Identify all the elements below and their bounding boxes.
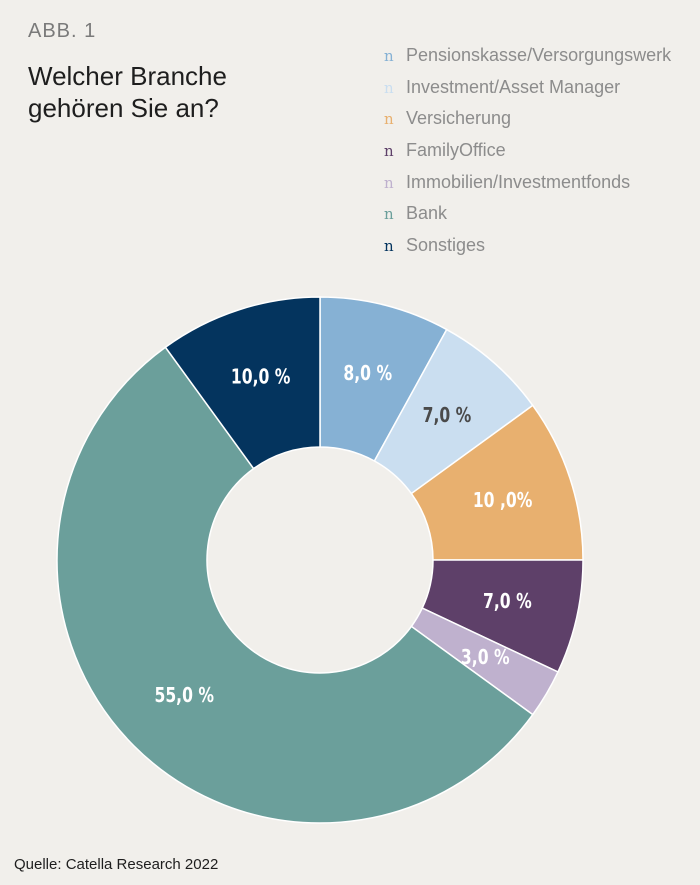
- legend-item: n Sonstiges: [384, 235, 671, 267]
- chart-title: Welcher Branche gehören Sie an?: [28, 61, 227, 123]
- legend-label: Pensionskasse/Versorgungswerk: [406, 45, 672, 65]
- legend-label: Immobilien/Investmentfonds: [406, 171, 631, 192]
- legend-item: n Bank: [384, 203, 671, 235]
- legend-item: n Investment/Asset Manager: [384, 77, 671, 109]
- legend-item: n Immobilien/Investmentfonds: [384, 172, 671, 204]
- donut-slice: [164, 296, 321, 470]
- data-label: 10,0 %: [231, 366, 291, 389]
- data-label: 7,0 %: [483, 590, 532, 613]
- legend-label: Investment/Asset Manager: [406, 76, 621, 97]
- legend-label: Versicherung: [406, 108, 512, 129]
- data-label: 7,0 %: [423, 404, 472, 427]
- legend-marker: n: [384, 173, 394, 192]
- figure-label: ABB. 1: [28, 20, 97, 42]
- legend-marker: n: [384, 78, 394, 97]
- legend-item: n Versicherung: [384, 108, 671, 140]
- legend-marker: n: [384, 110, 394, 129]
- legend-label: Sonstiges: [406, 235, 486, 256]
- legend-item: n FamilyOffice: [384, 140, 671, 172]
- data-label: 8,0 %: [343, 362, 392, 385]
- legend-label: FamilyOffice: [406, 140, 506, 161]
- donut-slice: [56, 346, 534, 824]
- legend-marker: n: [384, 205, 394, 224]
- legend-marker: n: [384, 237, 394, 256]
- legend-label: Bank: [406, 203, 448, 224]
- legend-item: n Pensionskasse/Versorgungswerk: [384, 45, 671, 77]
- legend-marker: n: [384, 142, 394, 161]
- data-label: 55,0 %: [154, 684, 214, 707]
- data-label: 3,0 %: [461, 646, 510, 669]
- legend: n Pensionskasse/Versorgungswerk n Investmen…: [384, 45, 671, 267]
- source-note: Quelle: Catella Research 2022: [14, 856, 219, 873]
- legend-marker: n: [384, 47, 394, 65]
- data-label: 10 ,0%: [473, 489, 533, 512]
